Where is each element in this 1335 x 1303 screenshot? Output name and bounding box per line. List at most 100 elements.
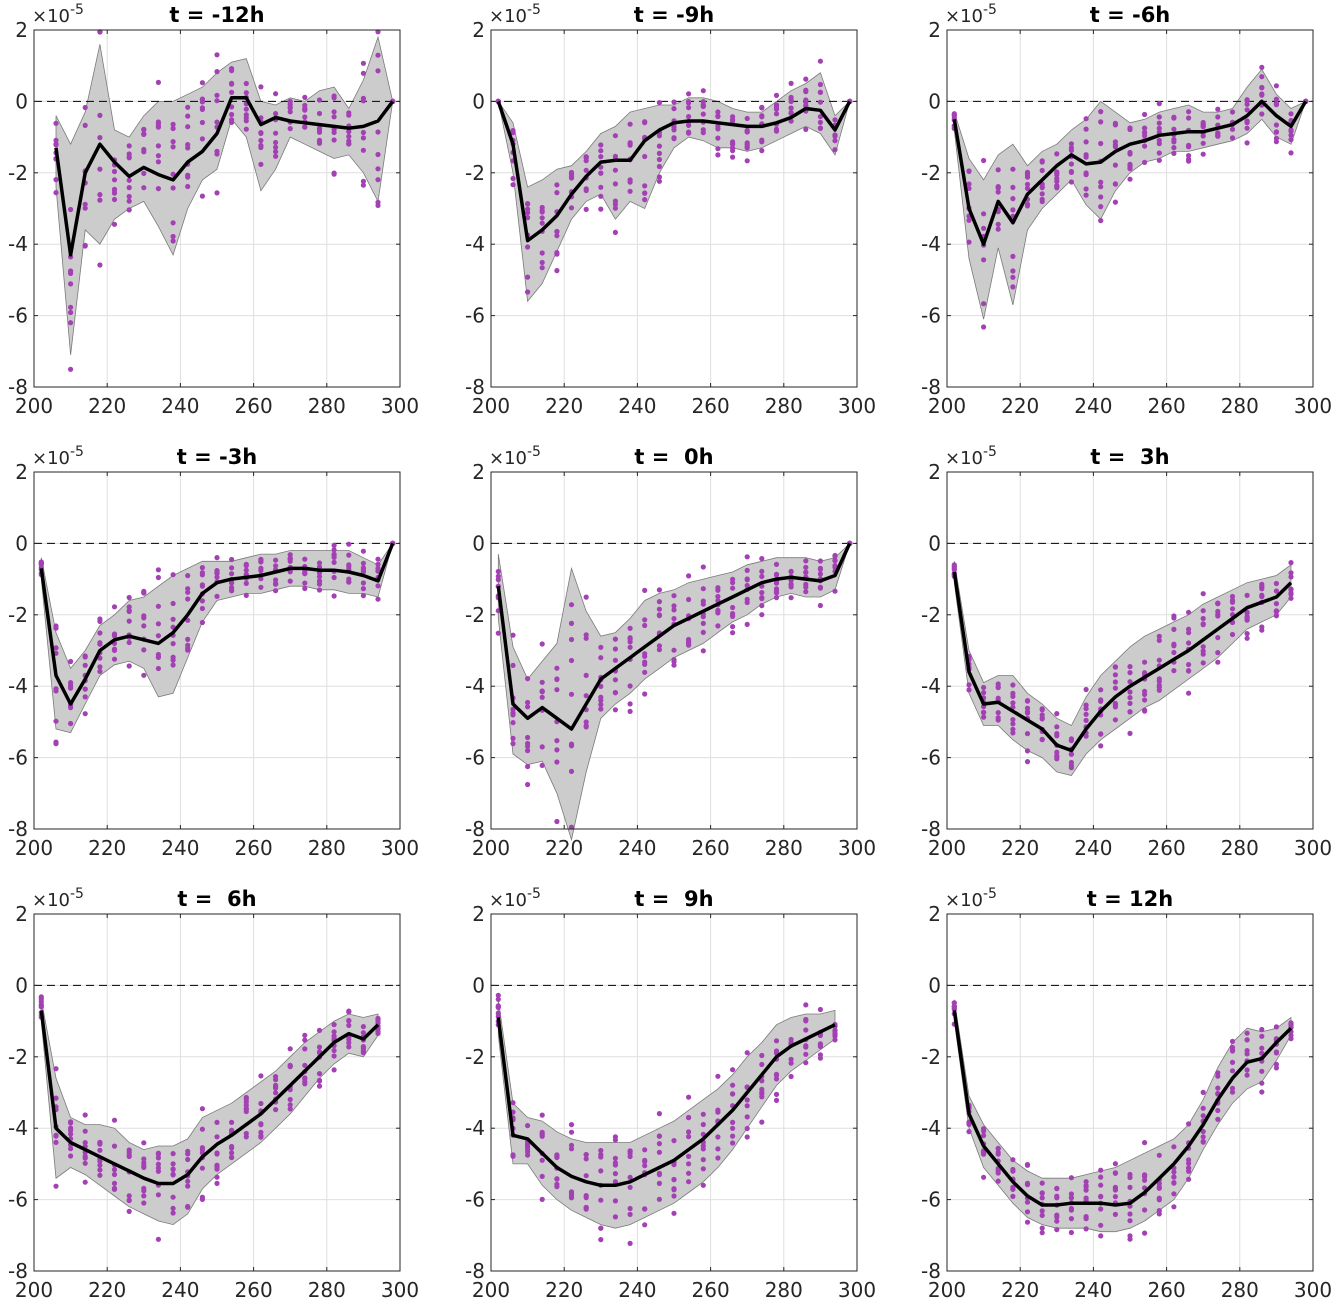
sample-point xyxy=(759,568,765,575)
sample-point xyxy=(185,586,191,592)
sample-point xyxy=(759,573,765,580)
sample-point xyxy=(1083,686,1089,693)
sample-point xyxy=(1039,1190,1045,1196)
sample-point xyxy=(1273,1024,1279,1030)
sample-point xyxy=(1068,179,1074,185)
sample-point xyxy=(126,207,132,213)
sample-point xyxy=(1186,144,1192,150)
sample-point xyxy=(155,1236,161,1242)
sample-point xyxy=(1098,109,1104,115)
sample-point xyxy=(832,588,838,594)
sample-point xyxy=(612,1155,619,1161)
sample-point xyxy=(111,1180,118,1186)
sample-point xyxy=(97,135,103,141)
sample-point xyxy=(656,163,663,170)
sample-point xyxy=(598,1225,604,1231)
sample-point xyxy=(273,91,279,97)
sample-point xyxy=(243,126,249,132)
sample-point xyxy=(199,565,205,571)
sample-point xyxy=(1171,1191,1177,1197)
sample-point xyxy=(302,94,308,100)
sample-point xyxy=(111,221,118,227)
y-tick-label: -6 xyxy=(465,304,485,328)
sample-point xyxy=(1288,595,1294,601)
sample-point xyxy=(554,738,560,744)
sample-point xyxy=(1098,1182,1104,1188)
sample-point xyxy=(229,111,235,118)
sample-point xyxy=(229,556,235,563)
sample-point xyxy=(155,574,161,581)
sample-point xyxy=(656,178,663,184)
sample-point xyxy=(82,1179,88,1185)
sample-point xyxy=(331,574,337,581)
sample-point xyxy=(1171,145,1177,151)
sample-point xyxy=(1054,733,1060,739)
sample-point xyxy=(53,686,59,692)
sample-point xyxy=(744,129,750,135)
sample-point xyxy=(1273,588,1279,594)
sample-point xyxy=(360,565,366,571)
sample-point xyxy=(229,571,235,577)
sample-point xyxy=(229,80,235,86)
sample-point xyxy=(525,781,531,788)
sample-point xyxy=(510,1153,516,1159)
sample-point xyxy=(243,567,249,573)
sample-point xyxy=(126,198,132,204)
sample-point xyxy=(199,598,205,604)
y-tick-label: 0 xyxy=(472,973,485,997)
y-tick-label: 0 xyxy=(15,89,28,113)
sample-point xyxy=(155,621,161,627)
sample-point xyxy=(126,1149,132,1155)
sample-point xyxy=(185,113,191,119)
sample-point xyxy=(214,1174,220,1180)
axes-frame xyxy=(490,913,858,1272)
sample-point xyxy=(627,683,633,689)
sample-point xyxy=(229,565,235,571)
sample-point xyxy=(995,715,1001,721)
sample-point xyxy=(686,1129,692,1135)
sample-point xyxy=(1112,1211,1118,1217)
sample-point xyxy=(1112,700,1118,707)
sample-point xyxy=(1098,204,1104,210)
sample-point xyxy=(1142,1172,1148,1178)
sample-point xyxy=(554,1154,560,1160)
sample-point xyxy=(612,153,619,159)
sample-point xyxy=(141,126,147,132)
sample-point xyxy=(1156,1197,1162,1203)
sample-point xyxy=(287,556,293,562)
sample-point xyxy=(1127,151,1133,157)
sample-point xyxy=(273,139,279,146)
x-tick-label: 300 xyxy=(838,394,876,418)
sample-point xyxy=(273,588,279,594)
sample-point xyxy=(346,576,352,582)
sample-point xyxy=(1098,194,1104,200)
y-tick-label: 2 xyxy=(472,18,485,42)
sample-point xyxy=(656,1180,663,1186)
sample-point xyxy=(730,1140,736,1146)
sample-point xyxy=(1010,717,1016,723)
sample-point xyxy=(1215,1107,1221,1114)
panel-title: t = 0h xyxy=(634,445,713,469)
sample-point xyxy=(1171,626,1177,633)
sample-point xyxy=(360,586,366,592)
sample-point xyxy=(700,1157,706,1163)
sample-point xyxy=(243,563,249,569)
sample-point xyxy=(287,109,293,115)
sample-point xyxy=(715,1107,721,1113)
sample-point xyxy=(1054,711,1060,717)
x-tick-label: 200 xyxy=(928,1278,966,1302)
sample-point xyxy=(126,143,132,149)
sample-point xyxy=(788,595,794,601)
x-tick-label: 240 xyxy=(618,394,656,418)
sample-point xyxy=(671,647,677,653)
x-tick-label: 240 xyxy=(1074,836,1112,860)
chart-panel-7: 200 220 240 260 280 300 -8 -6 -4 -2 0 2×10-5 t = 6h xyxy=(8,886,419,1302)
sample-point xyxy=(1288,1036,1294,1042)
sample-point xyxy=(730,1133,736,1139)
sample-point xyxy=(995,1178,1001,1184)
sample-point xyxy=(981,1151,987,1157)
sample-point xyxy=(1142,159,1148,165)
sample-point xyxy=(68,658,74,665)
sample-point xyxy=(1142,708,1148,714)
sample-point xyxy=(360,1050,366,1056)
